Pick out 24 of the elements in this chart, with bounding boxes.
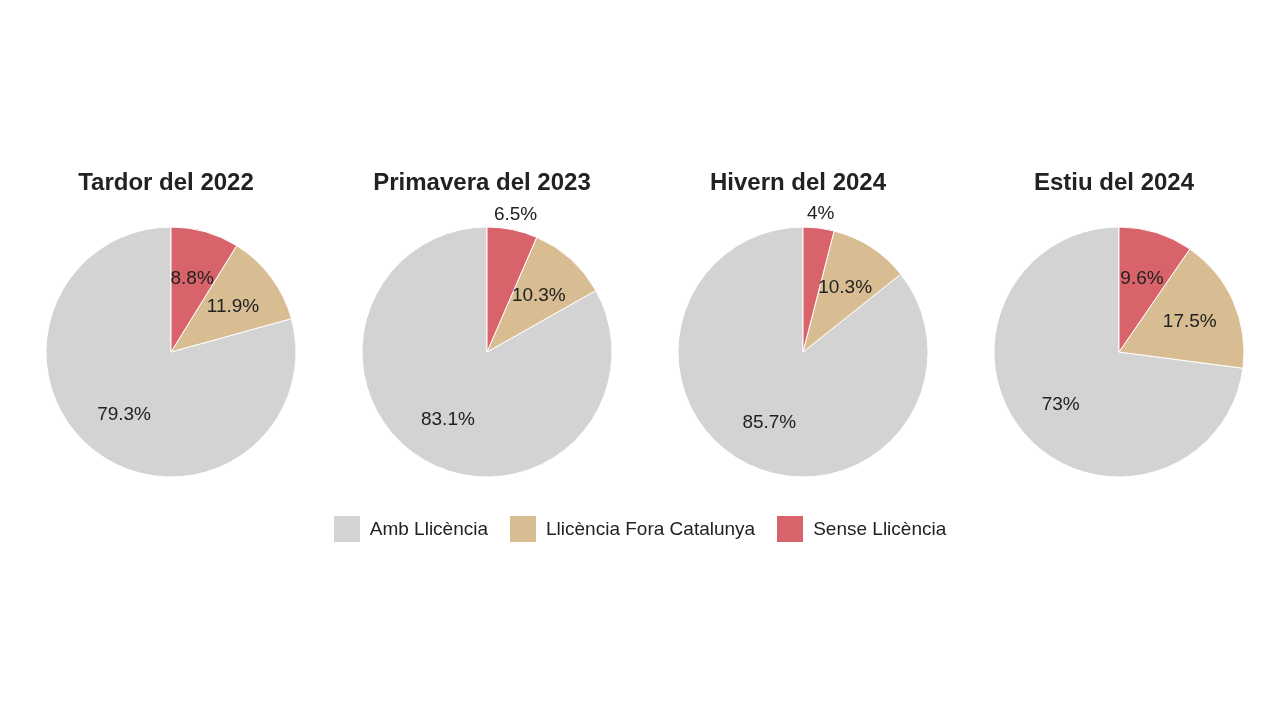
data-label: 85.7% [742, 411, 797, 433]
data-label: 10.3% [511, 283, 566, 305]
pie-slice [677, 226, 929, 478]
data-label: 83.1% [421, 408, 475, 430]
legend-label: Llicència Fora Catalunya [546, 518, 756, 540]
data-label: 73% [1041, 392, 1080, 414]
legend-label: Sense Llicència [813, 518, 947, 540]
data-label: 10.3% [818, 276, 873, 298]
data-label: 8.8% [170, 266, 214, 288]
chart-title: Estiu del 2024 [1033, 168, 1195, 197]
chart-title: Tardor del 2022 [78, 168, 254, 197]
data-label: 79.3% [97, 403, 152, 425]
pie-slice [361, 226, 613, 478]
legend-label: Amb Llicència [369, 518, 489, 540]
data-label: 17.5% [1162, 309, 1217, 331]
chart-title: Hivern del 2024 [709, 168, 887, 197]
chart-title: Primavera del 2023 [373, 168, 591, 197]
data-label: 4% [806, 201, 835, 223]
data-label: 6.5% [493, 203, 538, 225]
pie-slice [45, 226, 297, 478]
data-label: 9.6% [1120, 267, 1164, 289]
pie-slice [802, 230, 902, 353]
pie-slice [993, 226, 1244, 478]
data-label: 11.9% [206, 294, 260, 316]
